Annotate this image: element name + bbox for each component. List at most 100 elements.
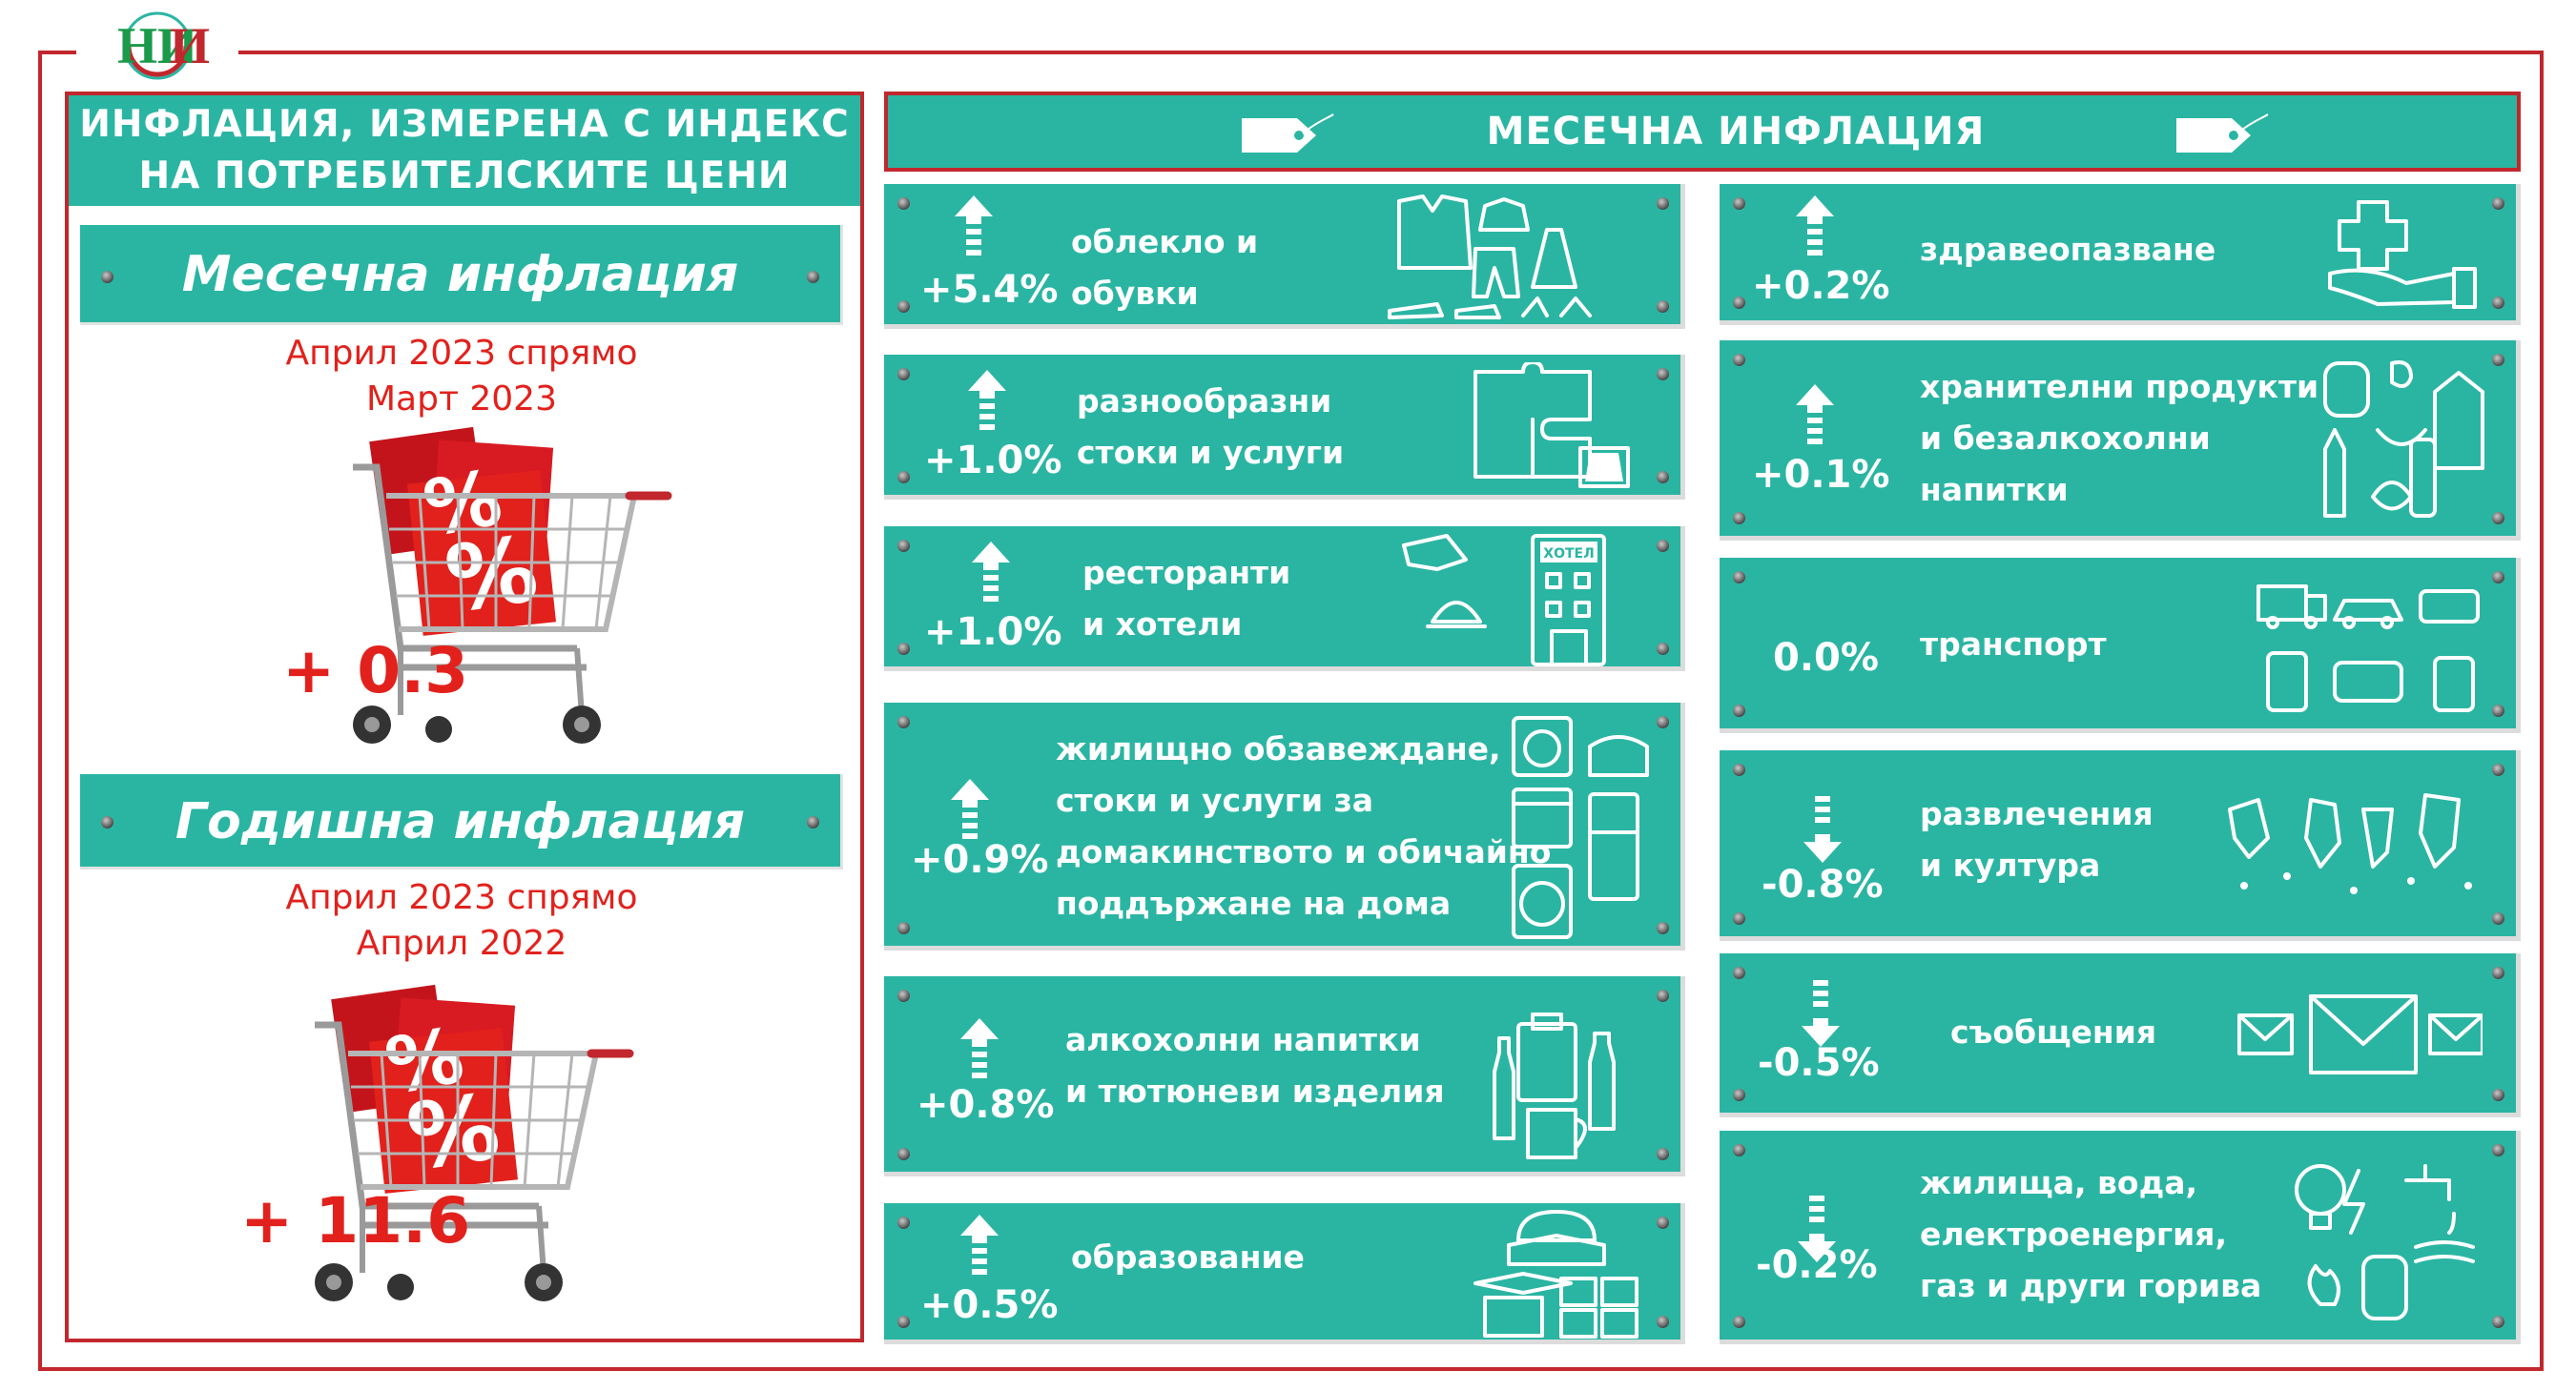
screw xyxy=(2492,197,2504,210)
screw xyxy=(1657,643,1669,655)
category-change-value: +1.0% xyxy=(924,610,1062,654)
screw xyxy=(897,368,910,380)
screw xyxy=(1657,1316,1669,1328)
screw xyxy=(897,471,910,483)
screw xyxy=(1733,512,1745,524)
category-label: разнообразни стоки и услуги xyxy=(1077,382,1345,471)
left-panel xyxy=(65,92,864,1342)
arrow-up-icon xyxy=(960,1215,999,1285)
category-change-value: +0.9% xyxy=(911,838,1049,882)
nsi-logo-icon: НИ И xyxy=(117,11,210,80)
category-label: алкохолни напитки и тютюневи изделия xyxy=(1065,1021,1445,1110)
main-title: ИНФЛАЦИЯ, ИЗМЕРЕНА С ИНДЕКС НА ПОТРЕБИТЕ… xyxy=(69,95,860,249)
category-change-value: +1.0% xyxy=(924,439,1062,482)
category-card: +1.0% разнообразни стоки и услуги xyxy=(884,355,1685,500)
category-card: -0.8% развлечения и култура xyxy=(1720,750,2521,941)
screw xyxy=(2492,912,2504,925)
category-card: 0.0% транспорт xyxy=(1720,558,2521,733)
screw xyxy=(1657,471,1669,483)
arrow-up-icon xyxy=(955,195,993,266)
category-card: -0.5% съобщения xyxy=(1720,953,2521,1117)
category-change-value: +0.1% xyxy=(1752,453,1890,497)
screw xyxy=(1733,967,1745,979)
category-card: +0.2% здравеопазване xyxy=(1720,184,2521,325)
svg-text:%: % xyxy=(402,1074,506,1191)
category-card: +1.0% ресторанти и хотели ХОТЕЛ xyxy=(884,526,1685,671)
monthly-inflation-value: + 0.3 xyxy=(282,634,469,707)
screw xyxy=(2492,967,2504,979)
category-change-value: +0.2% xyxy=(1752,264,1890,308)
screw xyxy=(2492,764,2504,776)
screw xyxy=(1733,197,1745,210)
category-change-value: 0.0% xyxy=(1773,636,1879,680)
shopping-cart-icon: % % xyxy=(315,984,634,1301)
screw xyxy=(897,716,910,728)
food-icon xyxy=(2316,354,2506,529)
arrow-up-icon xyxy=(1796,384,1834,455)
screw xyxy=(2492,297,2504,309)
screw xyxy=(897,1217,910,1229)
arrow-down-icon xyxy=(1798,1196,1836,1266)
shopping-cart-icon: % % xyxy=(353,426,672,744)
annual-inflation-label: Годишна инфлация xyxy=(175,793,746,850)
screw xyxy=(2492,512,2504,524)
screw xyxy=(1733,705,1745,717)
screw xyxy=(897,1148,910,1160)
screw xyxy=(1733,1316,1745,1328)
monthly-inflation-label: Месечна инфлация xyxy=(181,246,739,303)
drinks-icon xyxy=(1475,1005,1638,1171)
category-card: +0.8% алкохолни напитки и тютюневи изделия xyxy=(884,976,1685,1176)
category-label: здравеопазване xyxy=(1920,231,2216,268)
culture-icon xyxy=(2220,781,2487,909)
screw xyxy=(1657,990,1669,1002)
screw xyxy=(1657,922,1669,934)
arrow-up-icon xyxy=(1796,195,1834,266)
category-label: облекло и обувки xyxy=(1071,223,1259,312)
monthly-inflation-banner: Месечна инфлация xyxy=(80,225,843,325)
svg-text:И: И xyxy=(170,17,210,74)
screw xyxy=(1733,354,1745,366)
annual-period-line1: Април 2023 спрямо xyxy=(285,878,638,917)
appliances-icon xyxy=(1504,708,1676,951)
hotel-icon: ХОТЕЛ xyxy=(1399,526,1628,673)
category-card: +5.4% облекло и обувки xyxy=(884,184,1685,329)
utilities-icon xyxy=(2282,1152,2502,1327)
screw xyxy=(1733,1089,1745,1101)
svg-text:%: % xyxy=(440,517,545,633)
screw xyxy=(1657,368,1669,380)
screw xyxy=(2492,571,2504,583)
arrow-up-icon xyxy=(972,542,1010,612)
clothes-icon xyxy=(1380,192,1599,329)
monthly-period-line1: Април 2023 спрямо xyxy=(285,334,638,373)
logo-background xyxy=(76,19,238,76)
screw xyxy=(1657,1217,1669,1229)
svg-text:%: % xyxy=(380,1011,470,1112)
screw xyxy=(1733,571,1745,583)
screw xyxy=(897,540,910,552)
category-change-value: -0.2% xyxy=(1756,1243,1878,1287)
annual-period-line2: Април 2022 xyxy=(356,924,567,963)
category-change-value: +0.5% xyxy=(920,1283,1059,1327)
category-label: образование xyxy=(1071,1238,1305,1276)
svg-text:%: % xyxy=(418,453,508,554)
screw xyxy=(897,197,910,210)
screw xyxy=(897,643,910,655)
category-change-value: -0.8% xyxy=(1762,863,1884,907)
screw xyxy=(1733,297,1745,309)
screw xyxy=(1657,197,1669,210)
price-tag-icon xyxy=(2176,113,2269,153)
monthly-period: Април 2023 спрямо Март 2023 xyxy=(80,331,843,422)
annual-inflation-value: + 11.6 xyxy=(240,1184,471,1258)
screw xyxy=(2492,1089,2504,1101)
monthly-inflation-header xyxy=(884,92,2521,172)
arrow-up-icon xyxy=(960,1018,999,1089)
svg-text:ХОТЕЛ: ХОТЕЛ xyxy=(1543,546,1594,562)
category-label: жилищно обзавеждане, стоки и услуги за дом… xyxy=(1056,730,1552,922)
category-label: ресторанти и хотели xyxy=(1082,554,1291,643)
category-card: +0.5% образование xyxy=(884,1203,1685,1344)
category-label: жилища, вода, електроенергия, газ и други … xyxy=(1920,1164,2262,1304)
screw xyxy=(1733,912,1745,925)
category-change-value: +0.8% xyxy=(917,1083,1055,1127)
category-card: +0.9% жилищно обзавеждане, стоки и услуги … xyxy=(884,703,1685,951)
category-card: -0.2% жилища, вода, електроенергия, газ и д… xyxy=(1720,1131,2521,1344)
